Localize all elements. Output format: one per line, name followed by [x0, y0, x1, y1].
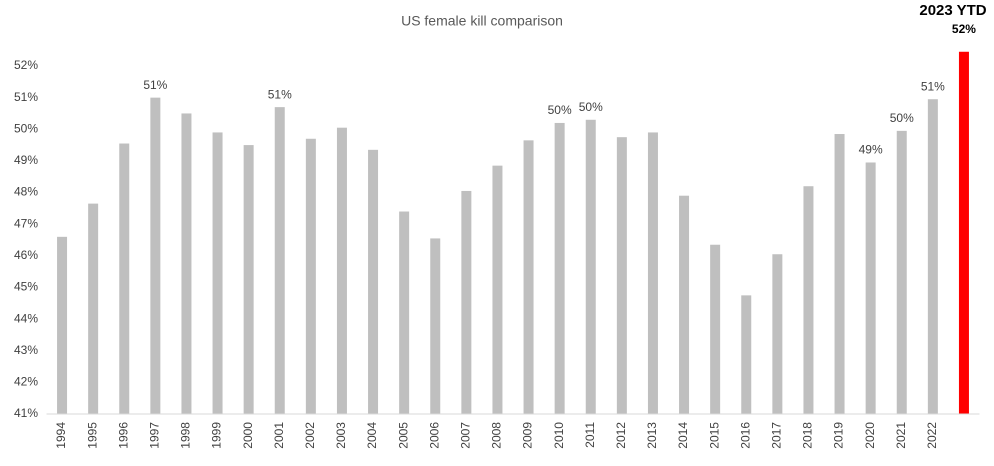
y-tick-label: 51% [14, 90, 38, 104]
x-tick-label: 2005 [396, 422, 410, 449]
x-tick-label: 2009 [521, 422, 535, 449]
x-tick-label: 1996 [116, 422, 130, 449]
bar [523, 140, 534, 414]
x-tick-label: 1997 [148, 422, 162, 449]
y-tick-label: 48% [14, 185, 38, 199]
bar [430, 238, 441, 414]
x-tick-label: 2007 [459, 422, 473, 449]
data-label: 50% [890, 111, 914, 125]
x-tick-label: 2001 [272, 422, 286, 449]
data-label: 50% [548, 103, 572, 117]
bar [274, 107, 285, 415]
bar [834, 134, 845, 414]
y-tick-label: 41% [14, 406, 38, 420]
bar [461, 190, 472, 414]
y-tick-label: 44% [14, 311, 38, 325]
bar [492, 165, 503, 414]
y-tick-label: 46% [14, 248, 38, 262]
bar [368, 149, 379, 414]
data-label: 49% [859, 143, 883, 157]
x-tick-label: 2018 [801, 422, 815, 449]
annotation: 2023 YTD [919, 2, 986, 19]
x-tick-label: 1994 [54, 422, 68, 449]
bar [305, 138, 316, 414]
x-tick-label: 2003 [334, 422, 348, 449]
x-tick-label: 2011 [583, 422, 597, 448]
x-tick-label: 2002 [303, 422, 317, 449]
x-tick-label: 2020 [863, 422, 877, 449]
x-tick-label: 2019 [832, 422, 846, 449]
bar [927, 99, 938, 414]
data-label: 51% [921, 79, 945, 93]
bar [679, 195, 690, 414]
bar [57, 236, 68, 414]
chart-title: US female kill comparison [401, 13, 563, 29]
data-label: 50% [579, 100, 603, 114]
bar [616, 137, 627, 414]
bar [88, 203, 99, 414]
y-tick-label: 49% [14, 153, 38, 167]
bar [585, 119, 596, 415]
x-tick-label: 2015 [707, 422, 721, 449]
bar [647, 132, 658, 414]
data-label: 51% [143, 78, 167, 92]
data-label: 51% [268, 87, 292, 101]
x-tick-label: 1995 [85, 422, 99, 449]
x-tick-label: 2012 [614, 422, 628, 449]
x-tick-label: 2016 [738, 422, 752, 449]
bar [336, 127, 347, 414]
bar [399, 211, 410, 414]
y-tick-label: 43% [14, 343, 38, 357]
bar [741, 295, 752, 414]
x-tick-label: 2013 [645, 422, 659, 449]
bar [150, 97, 161, 415]
y-tick-label: 52% [14, 58, 38, 72]
x-tick-label: 2022 [925, 422, 939, 449]
y-tick-label: 47% [14, 216, 38, 230]
x-tick-label: 1999 [210, 422, 224, 449]
x-tick-label: 2010 [552, 422, 566, 449]
x-tick-label: 2004 [365, 422, 379, 449]
x-tick-label: 1998 [179, 422, 193, 449]
y-tick-label: 45% [14, 280, 38, 294]
bar [554, 122, 565, 414]
x-tick-label: 2014 [676, 422, 690, 449]
bar [212, 132, 223, 414]
bar [772, 254, 783, 414]
x-tick-label: 2000 [241, 422, 255, 449]
bar [958, 51, 969, 414]
x-tick-label: 2008 [490, 422, 504, 449]
bar [865, 162, 876, 414]
bar [181, 113, 192, 415]
x-tick-label: 2017 [770, 422, 784, 449]
y-tick-label: 50% [14, 121, 38, 135]
bar [243, 145, 254, 414]
y-tick-label: 42% [14, 375, 38, 389]
x-tick-label: 2021 [894, 422, 908, 449]
x-tick-label: 2006 [427, 422, 441, 449]
data-label: 52% [952, 22, 976, 36]
bar [710, 244, 721, 414]
bar [119, 143, 130, 414]
bar [803, 186, 814, 414]
bar [896, 130, 907, 414]
